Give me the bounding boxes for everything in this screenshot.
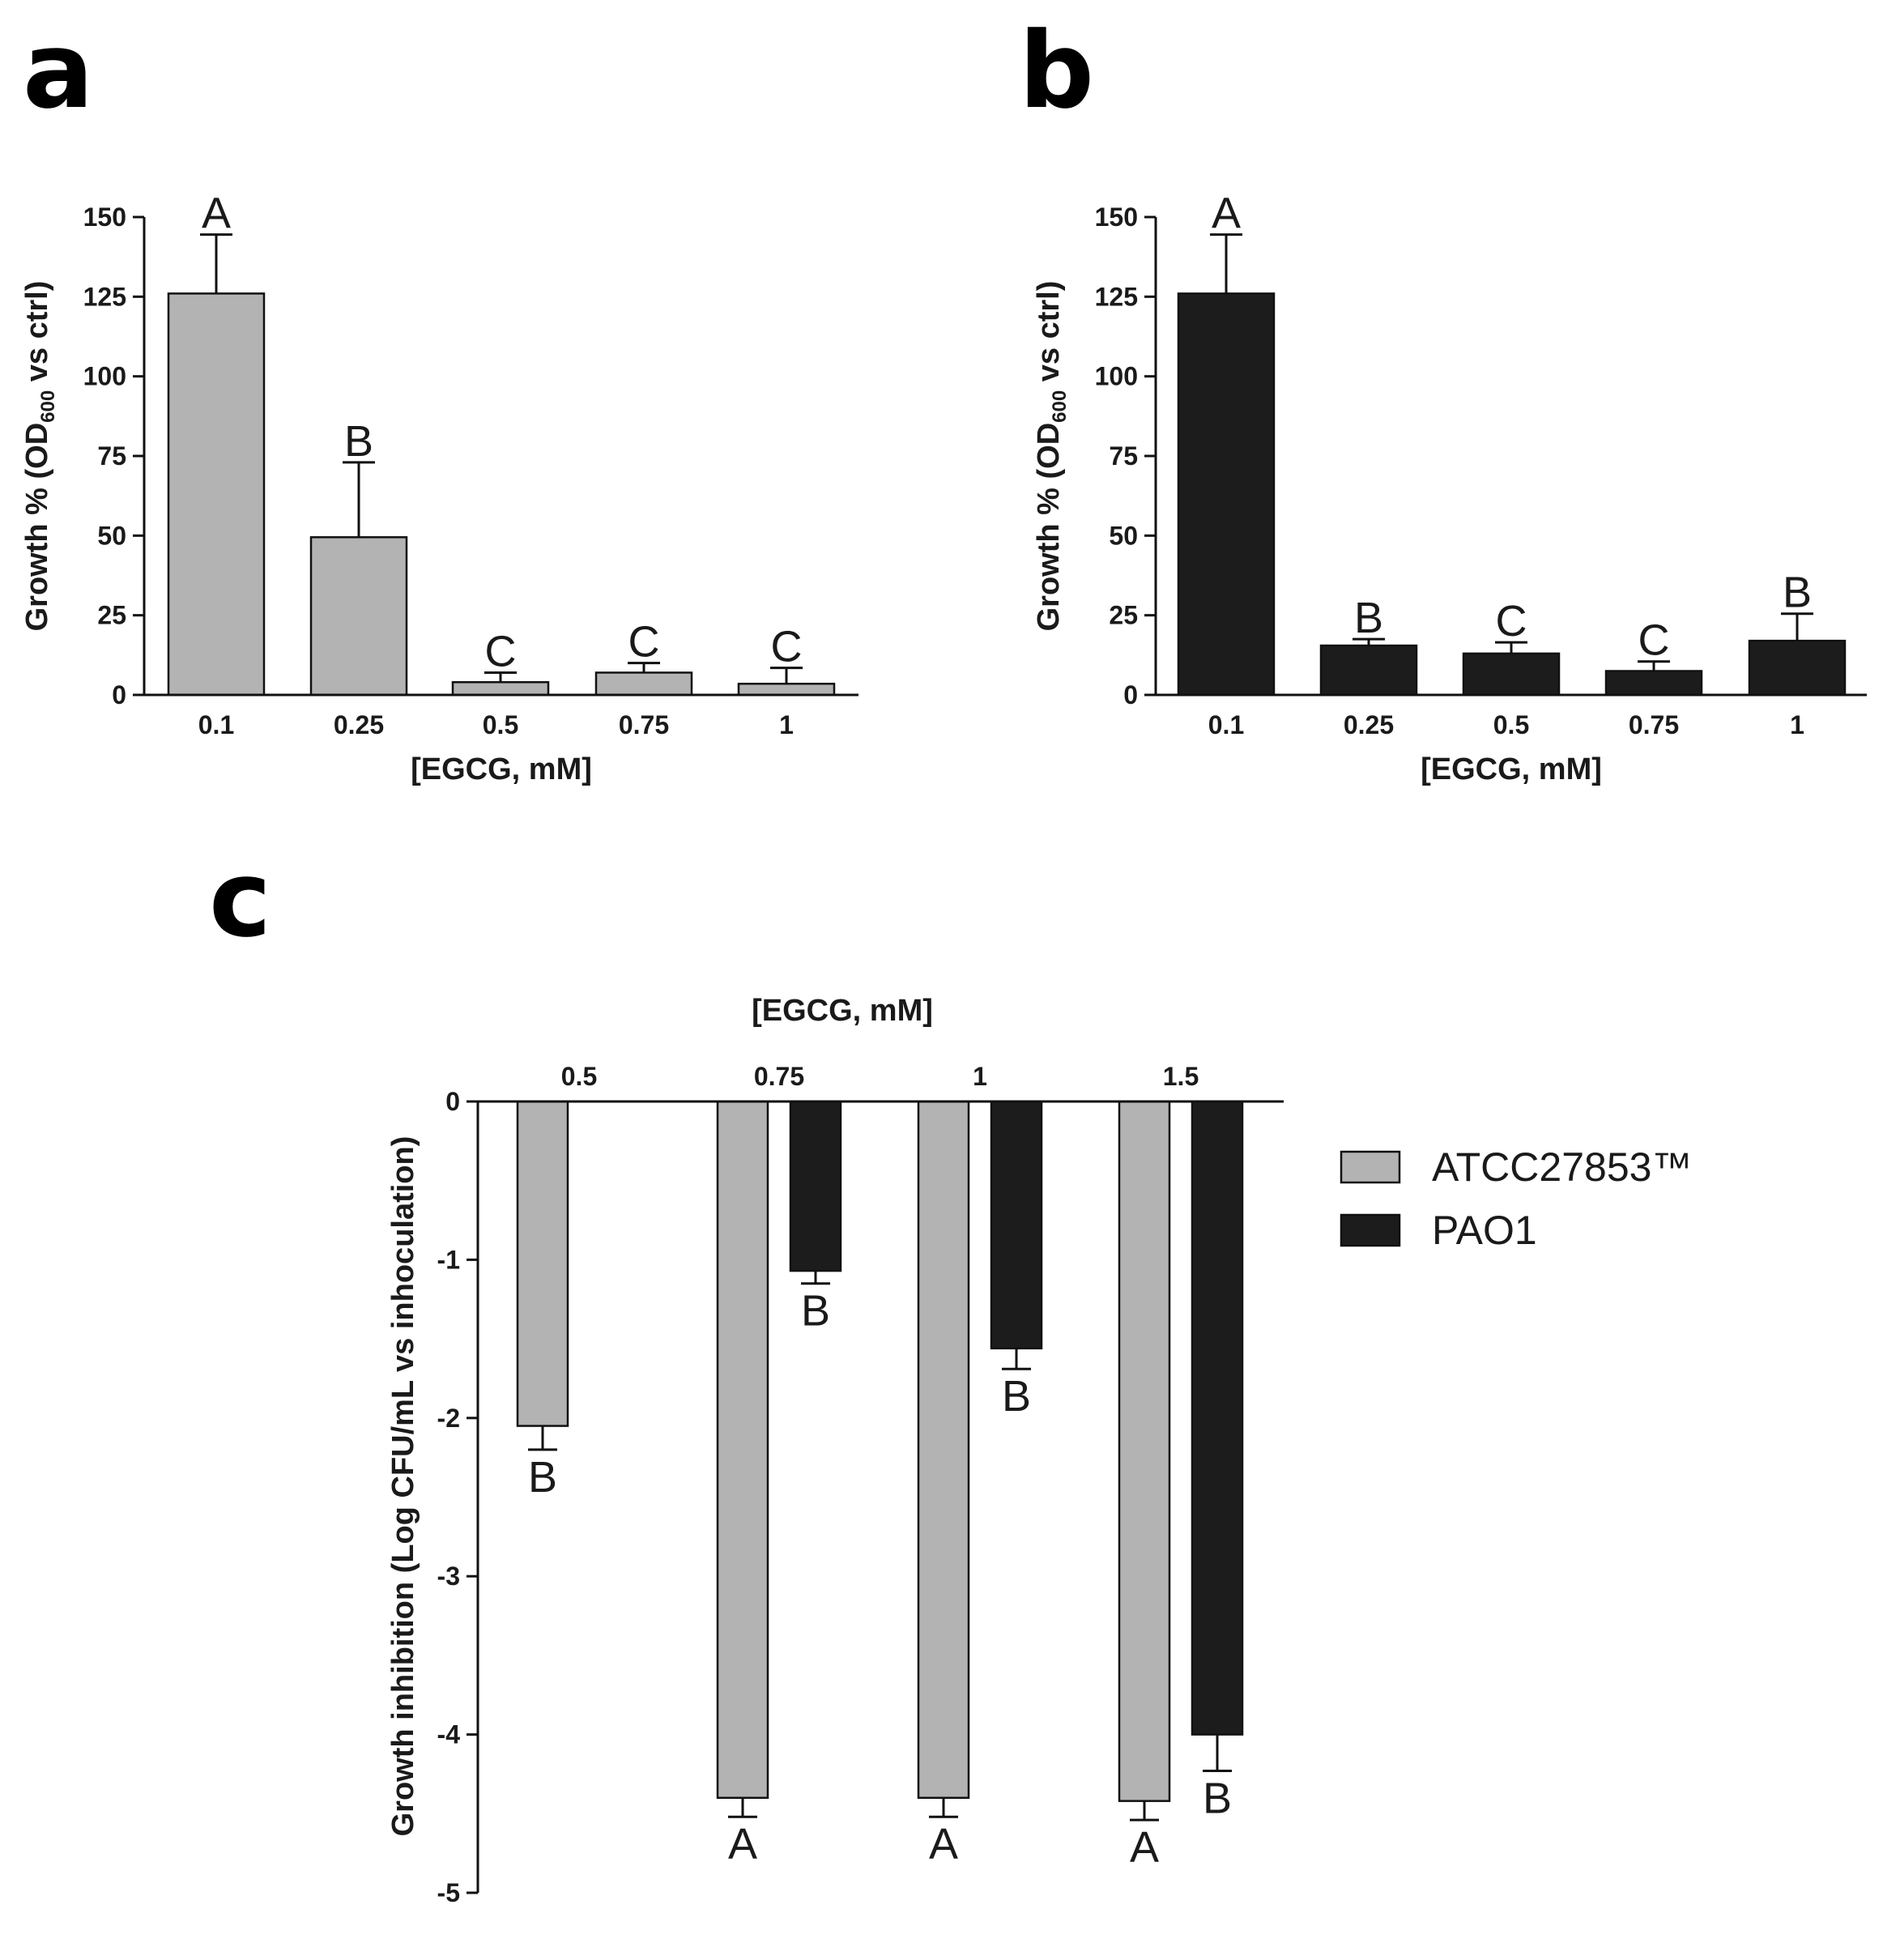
significance-letter: B bbox=[801, 1287, 830, 1336]
bar bbox=[1748, 639, 1847, 697]
x-tick-label: 0.1 bbox=[1208, 710, 1244, 739]
significance-letter: B bbox=[528, 1453, 557, 1502]
bar bbox=[1462, 652, 1561, 697]
bar bbox=[917, 1100, 970, 1800]
legend-label: ATCC27853™ bbox=[1432, 1144, 1692, 1190]
bar bbox=[309, 536, 408, 697]
significance-letter: B bbox=[344, 417, 373, 466]
panel-label-b: b bbox=[1019, 9, 1095, 132]
significance-letter: A bbox=[202, 190, 231, 238]
y-tick-label: 150 bbox=[1095, 202, 1138, 232]
y-tick-label: 125 bbox=[1095, 282, 1138, 311]
y-tick-label: -1 bbox=[437, 1245, 460, 1274]
bar bbox=[594, 671, 693, 697]
x-tick-label: 1 bbox=[1790, 710, 1804, 739]
x-tick-label: 0.1 bbox=[198, 710, 234, 739]
legend-label: PAO1 bbox=[1432, 1208, 1537, 1253]
bar bbox=[1319, 644, 1418, 697]
legend-swatch bbox=[1340, 1150, 1401, 1184]
y-axis-title: Growth % (OD600 vs ctrl) bbox=[20, 281, 59, 632]
y-tick-label: 100 bbox=[83, 362, 126, 391]
significance-letter: C bbox=[771, 623, 803, 671]
bar bbox=[167, 292, 266, 697]
chart-a: A 0.1 B 0.25 C 0.5 C 0.75 C 1 0 25 50 75 100 125 150 [EGC… bbox=[20, 190, 858, 786]
bar bbox=[1604, 670, 1703, 697]
y-tick-label: 25 bbox=[1109, 601, 1138, 630]
bar bbox=[789, 1100, 842, 1272]
significance-letter: A bbox=[728, 1820, 757, 1868]
significance-letter: B bbox=[1203, 1775, 1232, 1823]
x-tick-label: 1 bbox=[973, 1062, 987, 1091]
significance-letter: B bbox=[1354, 594, 1383, 642]
y-tick-label: -3 bbox=[437, 1562, 460, 1591]
bar bbox=[516, 1100, 569, 1427]
bar bbox=[451, 681, 550, 697]
bar bbox=[1177, 292, 1276, 697]
y-tick-label: 100 bbox=[1095, 362, 1138, 391]
y-axis-title: Growth % (OD600 vs ctrl) bbox=[1032, 281, 1071, 632]
significance-letter: B bbox=[1002, 1372, 1031, 1421]
x-tick-label: 0.5 bbox=[483, 710, 518, 739]
x-tick-label: 1 bbox=[779, 710, 794, 739]
x-axis-title: [EGCG, mM] bbox=[752, 994, 933, 1028]
legend-swatch bbox=[1340, 1213, 1401, 1247]
legend: ATCC27853™ PAO1 bbox=[1340, 1144, 1692, 1253]
y-tick-label: 50 bbox=[97, 521, 126, 550]
x-tick-label: 0.75 bbox=[619, 710, 669, 739]
significance-letter: A bbox=[1212, 190, 1241, 238]
x-tick-label: 0.75 bbox=[754, 1062, 804, 1091]
bar bbox=[990, 1100, 1043, 1350]
significance-letter: C bbox=[485, 627, 517, 675]
y-tick-label: 25 bbox=[97, 601, 126, 630]
significance-letter: C bbox=[628, 618, 660, 667]
x-tick-label: 0.5 bbox=[1493, 710, 1529, 739]
x-axis-title: [EGCG, mM] bbox=[1421, 752, 1602, 786]
significance-letter: B bbox=[1783, 569, 1812, 617]
bar bbox=[737, 682, 836, 697]
panel-label-c: c bbox=[209, 837, 272, 961]
x-tick-label: 0.75 bbox=[1629, 710, 1679, 739]
x-tick-label: 1.5 bbox=[1163, 1062, 1199, 1091]
x-axis-title: [EGCG, mM] bbox=[411, 752, 592, 786]
y-tick-label: -2 bbox=[437, 1404, 460, 1433]
bar bbox=[716, 1100, 769, 1800]
panel-label-a: a bbox=[23, 9, 94, 132]
y-tick-label: -4 bbox=[437, 1720, 461, 1749]
bar bbox=[1118, 1100, 1171, 1802]
y-tick-label: 75 bbox=[1109, 441, 1138, 471]
y-tick-label: 0 bbox=[445, 1087, 460, 1116]
y-tick-label: 125 bbox=[83, 282, 126, 311]
y-tick-label: 150 bbox=[83, 202, 126, 232]
significance-letter: A bbox=[1130, 1823, 1159, 1872]
bar bbox=[1191, 1100, 1244, 1736]
significance-letter: C bbox=[1496, 597, 1527, 646]
chart-b: A 0.1 B 0.25 C 0.5 C 0.75 B 1 0 25 50 75 100 125 150 [EGC… bbox=[1032, 190, 1867, 786]
y-tick-label: -5 bbox=[437, 1878, 460, 1907]
y-axis-title: Growth inhibition (Log CFU/mL vs inhocul… bbox=[386, 1136, 420, 1837]
y-tick-label: 0 bbox=[112, 680, 126, 709]
x-tick-label: 0.25 bbox=[1344, 710, 1394, 739]
y-tick-label: 50 bbox=[1109, 521, 1138, 550]
y-tick-label: 0 bbox=[1123, 680, 1138, 709]
y-tick-label: 75 bbox=[97, 441, 126, 471]
significance-letter: A bbox=[929, 1820, 958, 1868]
x-tick-label: 0.25 bbox=[334, 710, 384, 739]
significance-letter: C bbox=[1638, 616, 1670, 665]
x-tick-label: 0.5 bbox=[561, 1062, 597, 1091]
